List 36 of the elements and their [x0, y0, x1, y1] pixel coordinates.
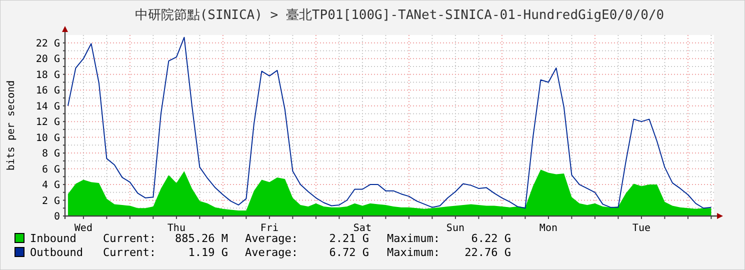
y-tick-label: 14 G: [36, 101, 60, 112]
text: Average:: [245, 246, 298, 259]
y-axis-title: bits per second: [6, 80, 17, 171]
text: 6.72 G: [329, 246, 369, 259]
x-tick-label: Sat: [353, 223, 372, 234]
y-tick-label: 20 G: [36, 54, 60, 66]
y-tick-label: 18 G: [36, 70, 60, 81]
text: 1.19 G: [188, 246, 228, 259]
x-tick-label: Tue: [632, 223, 650, 234]
text: 885.26 M: [175, 232, 228, 245]
text: Current:: [103, 232, 156, 245]
y-tick-label: 0: [54, 212, 60, 222]
chart-title: 中研院節點(SINICA) > 臺北TP01[100G]-TANet-SINICA-01-HundredGigE0/0/0/0: [134, 8, 664, 23]
text: 2.21 G: [329, 232, 369, 245]
x-tick-label: Fri: [260, 223, 278, 234]
legend-label: Outbound: [30, 246, 83, 259]
legend-label: Inbound: [30, 232, 76, 245]
y-tick-label: 22 G: [36, 38, 60, 50]
x-tick-label: Sun: [446, 223, 464, 234]
x-tick-label: Thu: [167, 223, 186, 234]
x-tick-label: Wed: [74, 223, 92, 234]
text: Current:: [103, 246, 156, 259]
text: Maximum:: [387, 232, 440, 245]
text: 6.22 G: [471, 232, 511, 245]
y-tick-label: 12 G: [36, 117, 60, 128]
y-tick-label: 2 G: [42, 196, 60, 207]
text: 22.76 G: [464, 246, 511, 259]
y-tick-label: 16 G: [36, 86, 60, 97]
text: Maximum:: [387, 246, 440, 259]
y-tick-label: 6 G: [42, 164, 60, 176]
line-series: [67, 36, 712, 209]
text: Average:: [245, 232, 298, 245]
y-tick-label: 10 G: [36, 132, 60, 144]
y-tick-label: 4 G: [42, 180, 60, 192]
y-tick-label: 8 G: [42, 148, 60, 160]
x-tick-label: Mon: [539, 223, 558, 234]
